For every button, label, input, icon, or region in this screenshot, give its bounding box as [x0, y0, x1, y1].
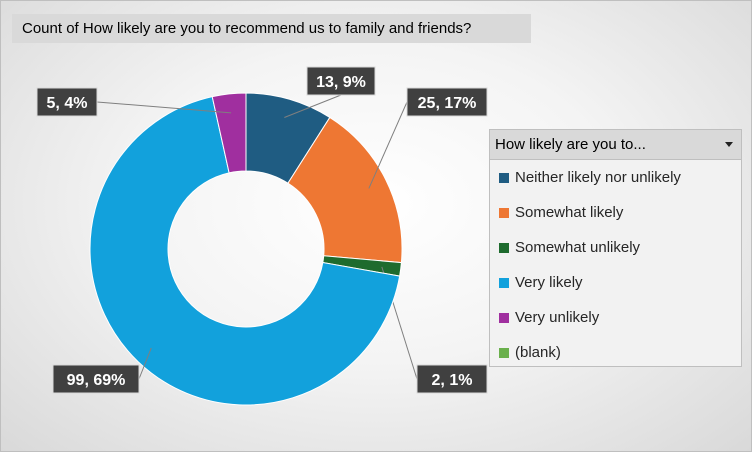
data-label: 5, 4% — [47, 95, 88, 112]
leader-line — [284, 94, 342, 118]
data-label-box — [406, 87, 488, 117]
leader-line — [368, 101, 408, 189]
donut-slice[interactable] — [89, 96, 401, 406]
legend-swatch — [499, 242, 509, 253]
legend-title: How likely are you to... — [495, 136, 646, 153]
legend-label: Somewhat likely — [515, 204, 624, 221]
legend-swatch — [499, 347, 509, 358]
legend-item: (blank) — [490, 335, 741, 370]
chart-title-text: Count of How likely are you to recommend… — [22, 20, 472, 37]
legend-swatch — [499, 277, 509, 288]
legend-label: Very likely — [515, 274, 583, 291]
legend-item: Somewhat unlikely — [490, 230, 741, 265]
legend-label: (blank) — [515, 344, 561, 361]
legend-item: Very unlikely — [490, 300, 741, 335]
legend-swatch — [499, 172, 509, 183]
data-label: 13, 9% — [316, 74, 366, 91]
data-label: 25, 17% — [418, 95, 477, 112]
legend-label: Neither likely nor unlikely — [515, 169, 681, 186]
legend-filter-dropdown[interactable]: How likely are you to... — [490, 130, 741, 160]
chevron-down-icon[interactable] — [725, 142, 733, 147]
legend-label: Very unlikely — [515, 309, 600, 326]
data-label-box — [36, 87, 98, 117]
data-label: 99, 69% — [67, 372, 126, 389]
legend-swatch — [499, 312, 509, 323]
data-label-box — [416, 364, 488, 394]
legend: How likely are you to... Neither likely … — [489, 129, 742, 367]
leader-line — [138, 347, 152, 380]
data-label-box — [306, 66, 376, 96]
chart-title: Count of How likely are you to recommend… — [12, 14, 531, 43]
legend-item: Neither likely nor unlikely — [490, 160, 741, 195]
leader-line — [96, 101, 232, 114]
legend-item: Somewhat likely — [490, 195, 741, 230]
data-label: 2, 1% — [432, 372, 473, 389]
data-label-box — [52, 364, 140, 394]
legend-label: Somewhat unlikely — [515, 239, 641, 256]
donut-slice[interactable] — [211, 92, 247, 174]
legend-item: Very likely — [490, 265, 741, 300]
donut-slice[interactable] — [287, 116, 403, 264]
legend-swatch — [499, 207, 509, 218]
